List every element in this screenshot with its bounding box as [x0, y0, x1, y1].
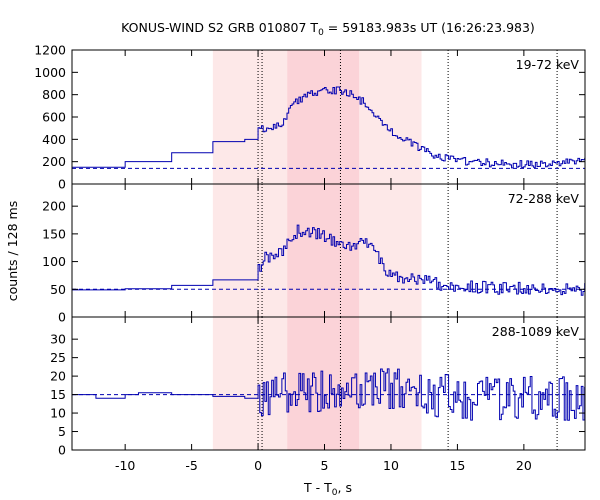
x-tick-label: 10 — [383, 458, 399, 473]
shaded-interval-2 — [287, 50, 360, 184]
x-axis-label: T - T0, s — [303, 480, 352, 498]
energy-band-label: 72-288 keV — [508, 191, 580, 206]
y-tick-label: 5 — [58, 424, 66, 439]
y-tick-label: 10 — [50, 406, 66, 421]
panel-2: 0 50 100 150 200 72-288 keV — [42, 183, 586, 325]
shaded-interval-2 — [287, 184, 360, 317]
y-tick-label: 0 — [58, 443, 66, 458]
y-tick-label: 200 — [42, 154, 66, 169]
chart-title: KONUS-WIND S2 GRB 010807 T0 = 59183.983s… — [121, 20, 535, 38]
x-tick-label: 5 — [321, 458, 329, 473]
y-tick-label: 15 — [50, 387, 66, 402]
y-tick-label: 800 — [42, 87, 66, 102]
x-tick-label: -10 — [115, 458, 135, 473]
y-tick-label: 200 — [42, 199, 66, 214]
y-tick-label: 50 — [50, 282, 66, 297]
y-tick-label: 0 — [58, 177, 66, 192]
y-tick-label: 400 — [42, 132, 66, 147]
light-curve-series — [72, 368, 585, 421]
light-curve-series — [72, 86, 585, 169]
y-tick-label: 600 — [42, 110, 66, 125]
y-tick-label: 25 — [50, 350, 66, 365]
y-tick-label: 20 — [50, 369, 66, 384]
y-axis-label: counts / 128 ms — [5, 201, 20, 301]
panel-frame — [71, 316, 586, 451]
panel-3: 0 5 10 15 20 25 30 288-1089 keV — [50, 316, 586, 458]
y-tick-label: 1200 — [34, 43, 66, 58]
y-tick-label: 150 — [42, 226, 66, 241]
x-tick-labels: -10 -5 0 5 10 15 20 — [115, 458, 532, 473]
light-curve-series — [72, 224, 585, 296]
panel-1: 0 200 400 600 800 1000 1200 19-72 keV — [34, 43, 586, 192]
x-tick-label: -5 — [185, 458, 197, 473]
x-tick-label: 20 — [516, 458, 532, 473]
x-tick-label: 15 — [449, 458, 465, 473]
energy-band-label: 19-72 keV — [516, 57, 580, 72]
y-tick-label: 1000 — [34, 65, 66, 80]
x-tick-label: 0 — [254, 458, 262, 473]
y-tick-label: 30 — [50, 332, 66, 347]
y-tick-label: 100 — [42, 254, 66, 269]
y-tick-label: 0 — [58, 310, 66, 325]
energy-band-label: 288-1089 keV — [492, 324, 580, 339]
